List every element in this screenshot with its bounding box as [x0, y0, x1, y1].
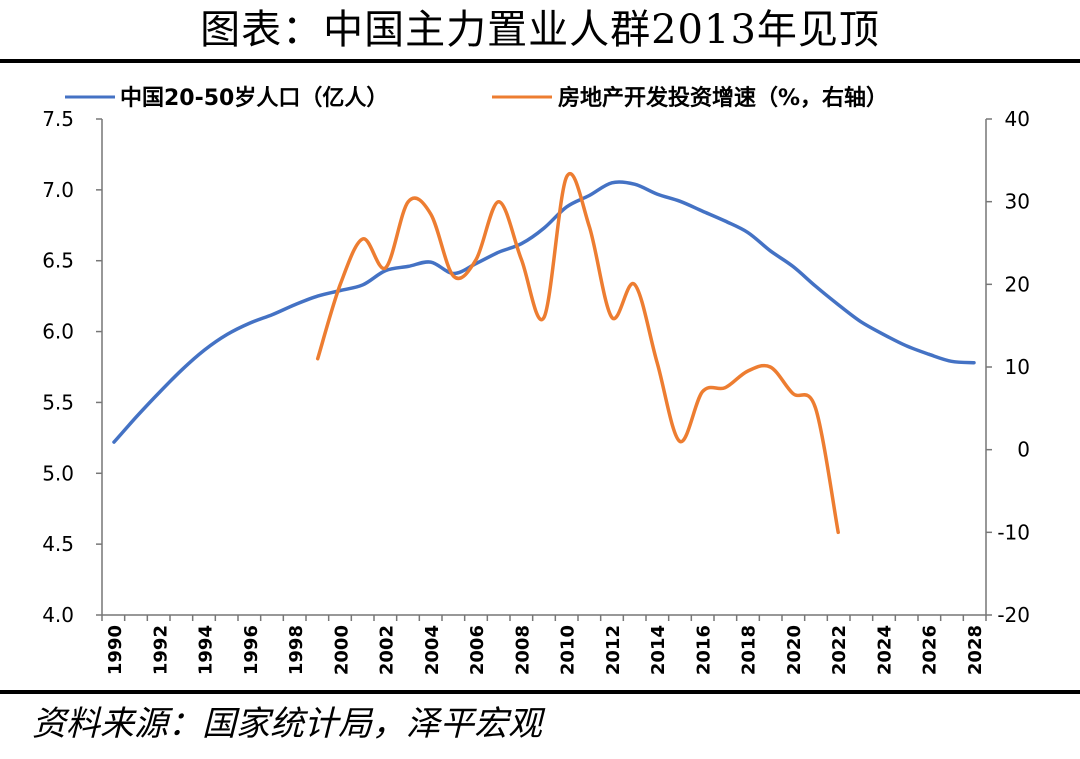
x-tick-label: 2000 — [331, 625, 352, 675]
legend-label-investment: 房地产开发投资增速（%，右轴） — [558, 85, 888, 111]
x-tick-label: 2026 — [920, 625, 941, 675]
top-rule — [0, 59, 1080, 63]
x-tick-label: 1990 — [105, 625, 126, 675]
right-tick-label: 40 — [1005, 107, 1030, 131]
line-chart: 中国20-50岁人口（亿人） 房地产开发投资增速（%，右轴） 4.0 4.5 5.0… — [42, 85, 1030, 675]
chart-title: 图表：中国主力置业人群2013年见顶 — [200, 7, 880, 53]
left-tick-label: 7.5 — [42, 107, 74, 131]
x-tick-label: 2016 — [693, 625, 714, 675]
population-line — [112, 180, 976, 444]
right-tick-label: -10 — [997, 520, 1030, 544]
bottom-rule — [0, 690, 1080, 694]
right-tick-label: -20 — [997, 603, 1030, 627]
x-tick-label: 2010 — [558, 625, 579, 675]
x-tick-label: 2002 — [377, 625, 398, 675]
left-tick-label: 5.5 — [42, 390, 74, 414]
right-tick-label: 10 — [1005, 355, 1030, 379]
x-tick-label: 2004 — [422, 625, 443, 675]
x-tick-label: 2014 — [648, 625, 669, 675]
x-tick-label: 2018 — [739, 625, 760, 675]
right-tick-label: 20 — [1005, 272, 1030, 296]
left-tick-label: 6.5 — [42, 249, 74, 273]
x-tick-label: 2012 — [603, 625, 624, 675]
x-tick-label: 1998 — [286, 625, 307, 675]
left-tick-label: 4.5 — [42, 532, 74, 556]
right-tick-label: 0 — [1017, 438, 1030, 462]
left-tick-label: 4.0 — [42, 603, 74, 627]
x-tick-label: 2022 — [829, 625, 850, 675]
x-tick-label: 2028 — [965, 625, 986, 675]
x-tick-label: 2020 — [784, 625, 805, 675]
x-tick-label: 1996 — [241, 625, 262, 675]
x-tick-label: 2024 — [874, 625, 895, 675]
source-note: 资料来源：国家统计局，泽平宏观 — [32, 704, 542, 744]
legend-label-population: 中国20-50岁人口（亿人） — [120, 85, 388, 111]
series-lines — [112, 172, 976, 535]
x-tick-label: 2008 — [512, 625, 533, 675]
x-tick-label: 1992 — [150, 625, 171, 675]
left-tick-label: 6.0 — [42, 320, 74, 344]
investment-growth-line — [315, 172, 840, 535]
left-tick-label: 7.0 — [42, 178, 74, 202]
axes: 4.0 4.5 5.0 5.5 6.0 6.5 7.0 7.5 -20 -10 0 10 20 30 40 1… — [42, 107, 1030, 675]
x-tick-label: 1994 — [196, 625, 217, 675]
x-tick-label: 2006 — [467, 625, 488, 675]
right-tick-label: 30 — [1005, 190, 1030, 214]
left-tick-label: 5.0 — [42, 461, 74, 485]
legend: 中国20-50岁人口（亿人） 房地产开发投资增速（%，右轴） — [65, 85, 888, 111]
